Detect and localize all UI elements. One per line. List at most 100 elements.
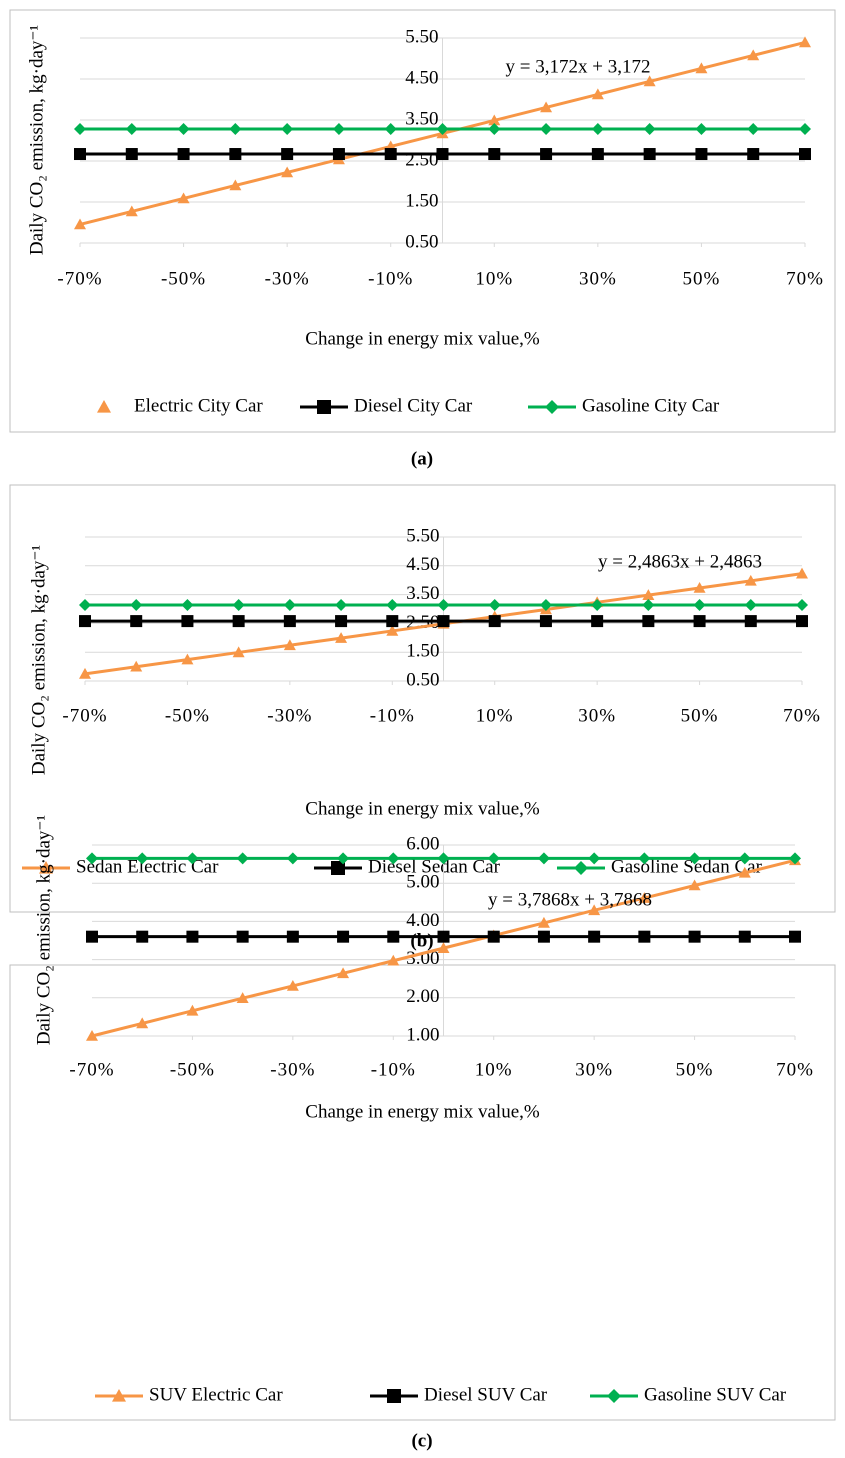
x-tick-label: 10%	[476, 705, 514, 726]
marker	[739, 931, 751, 943]
legend-label: SUV Electric Car	[149, 1384, 283, 1405]
marker	[689, 931, 701, 943]
marker	[181, 615, 193, 627]
x-tick-label: 50%	[681, 705, 719, 726]
legend-label: Electric City Car	[134, 395, 263, 416]
x-tick-label: -50%	[165, 705, 210, 726]
marker	[229, 123, 241, 135]
marker	[333, 148, 345, 160]
marker	[74, 148, 86, 160]
marker	[588, 931, 600, 943]
caption: (c)	[411, 1430, 432, 1451]
marker	[488, 148, 500, 160]
marker	[695, 123, 707, 135]
marker	[284, 599, 296, 611]
y-axis-title: Daily CO₂ emission, kg·day⁻¹	[33, 815, 54, 1046]
y-tick-label: 2.50	[405, 149, 438, 170]
marker	[545, 400, 559, 414]
marker	[747, 148, 759, 160]
x-tick-label: -10%	[370, 705, 415, 726]
marker	[86, 931, 98, 943]
marker	[130, 615, 142, 627]
x-axis-title: Change in energy mix value,%	[305, 1101, 540, 1122]
marker	[747, 123, 759, 135]
marker	[588, 852, 600, 864]
marker	[642, 599, 654, 611]
marker	[237, 931, 249, 943]
x-tick-label: -50%	[170, 1059, 215, 1080]
marker	[592, 148, 604, 160]
legend-label: Diesel City Car	[354, 395, 473, 416]
marker	[538, 931, 550, 943]
y-tick-label: 0.50	[406, 669, 439, 690]
x-tick-label: 30%	[578, 705, 616, 726]
legend-label: Diesel SUV Car	[424, 1384, 548, 1405]
y-tick-label: 5.50	[405, 26, 438, 47]
y-tick-label: 5.50	[406, 525, 439, 546]
x-tick-label: 70%	[783, 705, 821, 726]
marker	[136, 931, 148, 943]
marker	[181, 599, 193, 611]
marker	[796, 615, 808, 627]
marker	[284, 615, 296, 627]
marker	[745, 615, 757, 627]
x-tick-label: -30%	[265, 268, 310, 289]
marker	[335, 615, 347, 627]
marker	[540, 148, 552, 160]
marker	[438, 931, 450, 943]
marker	[695, 148, 707, 160]
marker	[74, 123, 86, 135]
marker	[642, 615, 654, 627]
marker	[694, 599, 706, 611]
marker	[317, 400, 331, 414]
y-tick-label: 5.00	[406, 872, 439, 893]
marker	[607, 1389, 621, 1403]
marker	[97, 400, 111, 413]
marker	[178, 123, 190, 135]
figure: 0.50 1.50 2.50 3.50 4.50 5.50 -70% -50% -30% -10%…	[0, 0, 845, 1458]
marker	[233, 599, 245, 611]
marker	[126, 123, 138, 135]
annotation: y = 3,7868x + 3,7868	[488, 889, 652, 910]
marker	[538, 852, 550, 864]
marker	[79, 599, 91, 611]
legend-label: Gasoline SUV Car	[644, 1384, 787, 1405]
x-tick-label: -70%	[57, 268, 102, 289]
x-tick-label: 10%	[475, 268, 513, 289]
marker	[488, 931, 500, 943]
marker	[385, 148, 397, 160]
x-tick-label: 30%	[575, 1059, 613, 1080]
y-tick-label: 1.50	[405, 190, 438, 211]
y-axis-title: Daily CO₂ emission, kg·day⁻¹	[28, 545, 49, 776]
marker	[540, 123, 552, 135]
y-tick-label: 1.00	[406, 1024, 439, 1045]
marker	[574, 861, 588, 875]
marker	[489, 599, 501, 611]
marker	[437, 148, 449, 160]
y-tick-label: 4.50	[405, 67, 438, 88]
marker	[387, 931, 399, 943]
x-tick-label: -70%	[69, 1059, 114, 1080]
y-tick-label: 0.50	[405, 231, 438, 252]
marker	[540, 615, 552, 627]
marker	[333, 123, 345, 135]
y-tick-label: 4.00	[406, 910, 439, 931]
annotation: y = 2,4863x + 2,4863	[598, 551, 762, 572]
y-tick-label: 3.50	[406, 583, 439, 604]
marker	[386, 615, 398, 627]
x-tick-label: -30%	[270, 1059, 315, 1080]
marker	[799, 148, 811, 160]
marker	[281, 148, 293, 160]
marker	[796, 599, 808, 611]
x-axis-title: Change in energy mix value,%	[305, 328, 540, 349]
x-tick-label: 70%	[786, 268, 824, 289]
marker	[287, 852, 299, 864]
marker	[386, 599, 398, 611]
marker	[592, 123, 604, 135]
marker	[186, 931, 198, 943]
marker	[130, 599, 142, 611]
x-tick-label: -10%	[368, 268, 413, 289]
x-tick-label: 50%	[676, 1059, 714, 1080]
x-tick-label: -10%	[371, 1059, 416, 1080]
marker	[337, 931, 349, 943]
